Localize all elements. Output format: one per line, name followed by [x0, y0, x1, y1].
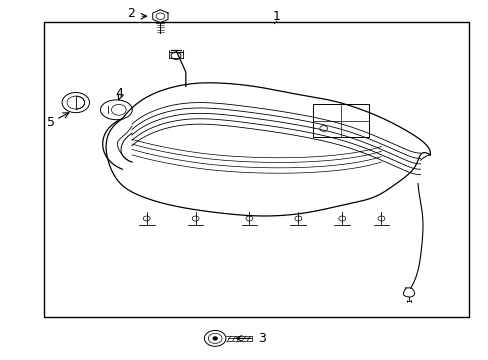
Text: 1: 1 [272, 10, 280, 23]
Text: 4: 4 [116, 87, 123, 100]
Text: 2: 2 [127, 7, 135, 20]
Bar [312, 104, 368, 137]
Circle shape [213, 337, 217, 340]
Bar [44, 22, 468, 317]
Text: 5: 5 [47, 116, 55, 129]
Text: 3: 3 [257, 332, 265, 345]
